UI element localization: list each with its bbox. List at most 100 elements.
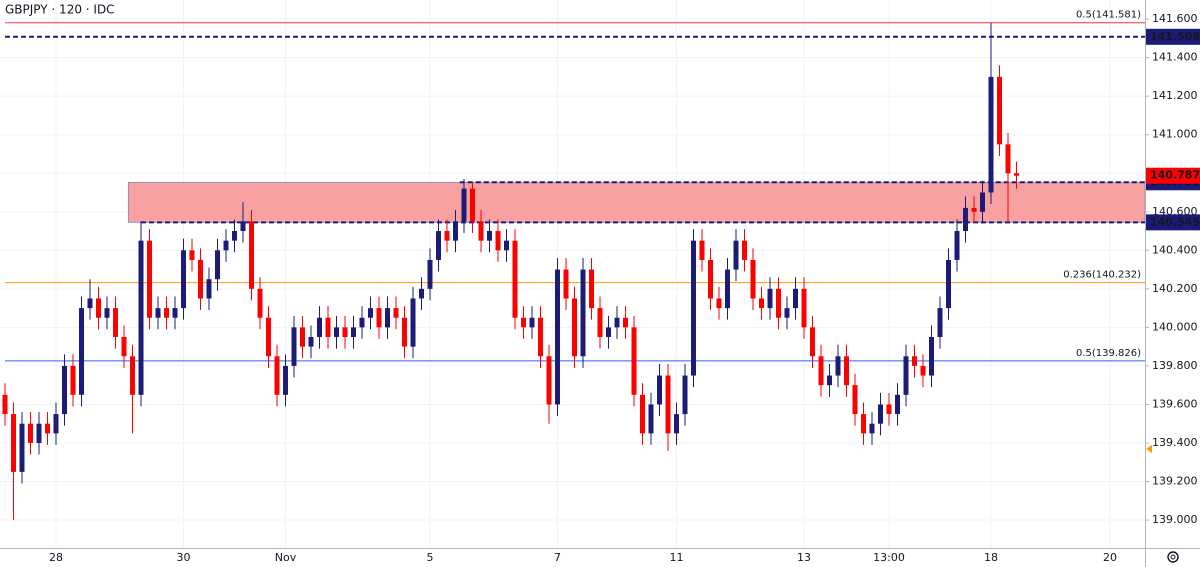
candle-body bbox=[929, 337, 934, 376]
candle-body bbox=[478, 221, 484, 241]
candle-body bbox=[232, 231, 237, 241]
candle-body bbox=[155, 308, 161, 318]
candle-body bbox=[147, 240, 152, 318]
y-tick-label: 141.600 bbox=[1152, 12, 1198, 25]
axis-layer: 139.000 139.200 139.400 139.600 139.800 140.0… bbox=[49, 12, 1198, 564]
price-tag bbox=[1146, 28, 1200, 45]
candle-body bbox=[62, 365, 67, 415]
candle-body bbox=[657, 375, 662, 405]
x-tick-label: 30 bbox=[177, 551, 191, 564]
candle-body bbox=[555, 269, 560, 405]
candle-body bbox=[470, 188, 475, 222]
candle-body bbox=[342, 327, 348, 338]
candle-body bbox=[461, 188, 467, 222]
candle-body bbox=[189, 250, 195, 260]
candle-body bbox=[674, 414, 679, 434]
candle-body bbox=[589, 269, 594, 309]
candle-body bbox=[368, 308, 373, 318]
candle-body bbox=[283, 365, 288, 395]
candle-body bbox=[130, 356, 135, 395]
price-tag-label: 141.508 bbox=[1150, 30, 1200, 43]
candle-body bbox=[223, 240, 229, 251]
candle-body bbox=[215, 250, 220, 280]
candle-body bbox=[878, 404, 883, 424]
chart-title: GBPJPY · 120 · IDC bbox=[5, 3, 115, 17]
candle-body bbox=[827, 375, 832, 386]
candle-body bbox=[266, 317, 271, 357]
candle-body bbox=[665, 375, 671, 434]
candle-body bbox=[844, 356, 849, 386]
candle-body bbox=[334, 327, 339, 338]
candle-body bbox=[45, 423, 50, 434]
level-layer: 0.5(141.581) 0.236(140.232) 0.5(139.826) bbox=[5, 10, 1145, 362]
price-tag-label: 140.545 bbox=[1150, 215, 1200, 228]
candle-body bbox=[521, 317, 526, 328]
candle-body bbox=[648, 404, 654, 434]
price-tag bbox=[1146, 214, 1200, 231]
candle-body bbox=[325, 317, 331, 338]
candle-body bbox=[402, 317, 407, 347]
candle-body bbox=[946, 259, 951, 309]
candle-body bbox=[631, 327, 637, 395]
candle-body bbox=[300, 327, 305, 347]
candle-body bbox=[937, 308, 943, 338]
y-tick-label: 139.800 bbox=[1152, 359, 1198, 372]
settings-icon[interactable] bbox=[1167, 551, 1179, 563]
candle-layer bbox=[2, 22, 1019, 521]
price-axis-bg bbox=[1145, 0, 1200, 567]
candle-body bbox=[1005, 144, 1011, 174]
y-tick-label: 141.000 bbox=[1152, 128, 1198, 141]
candle-body bbox=[606, 327, 611, 338]
candle-body bbox=[2, 394, 8, 415]
candle-body bbox=[742, 240, 747, 260]
candle-body bbox=[240, 221, 246, 232]
settings-gear[interactable] bbox=[1167, 551, 1179, 563]
candle-body bbox=[410, 298, 416, 347]
candle-body bbox=[810, 327, 815, 357]
x-tick-label: 18 bbox=[984, 551, 998, 564]
y-tick-label: 140.000 bbox=[1152, 320, 1198, 333]
settings-gear-hole[interactable] bbox=[1170, 554, 1176, 560]
candle-body bbox=[104, 308, 110, 318]
candle-body bbox=[79, 308, 84, 395]
candle-body bbox=[640, 394, 645, 434]
last-price-tag bbox=[1146, 167, 1200, 184]
candle-body bbox=[869, 423, 875, 434]
alert-marker bbox=[1146, 445, 1152, 453]
candle-body bbox=[580, 269, 586, 357]
candle-body bbox=[538, 317, 543, 357]
candle-body bbox=[87, 298, 93, 309]
candle-body bbox=[487, 231, 492, 241]
candle-body bbox=[274, 356, 280, 395]
candle-body bbox=[206, 279, 212, 299]
candle-body bbox=[725, 269, 730, 309]
candle-body bbox=[351, 327, 356, 338]
candle-body bbox=[19, 423, 25, 472]
candle-body bbox=[393, 308, 399, 318]
candle-body bbox=[11, 414, 16, 472]
candle-body bbox=[784, 308, 790, 318]
candle-body bbox=[861, 414, 866, 434]
candle-body bbox=[912, 356, 917, 366]
candle-body bbox=[1014, 173, 1019, 176]
candle-body bbox=[495, 231, 501, 251]
candle-body bbox=[699, 240, 705, 260]
y-tick-label: 139.400 bbox=[1152, 436, 1198, 449]
candle-body bbox=[317, 317, 322, 338]
candle-body bbox=[419, 288, 424, 299]
candle-body bbox=[801, 288, 807, 328]
level-label: 0.5(139.826) bbox=[1076, 348, 1141, 359]
x-tick-label: 13 bbox=[797, 551, 811, 564]
y-tick-label: 140.400 bbox=[1152, 243, 1198, 256]
candle-body bbox=[563, 269, 569, 299]
x-tick-label: Nov bbox=[275, 551, 297, 564]
candle-body bbox=[96, 298, 101, 318]
candle-body bbox=[376, 308, 382, 328]
candle-body bbox=[113, 308, 118, 338]
candle-body bbox=[997, 76, 1002, 145]
candle-body bbox=[198, 259, 203, 299]
level-label: 0.5(141.581) bbox=[1076, 10, 1141, 21]
x-tick-label: 20 bbox=[1103, 551, 1117, 564]
candle-body bbox=[835, 356, 841, 376]
